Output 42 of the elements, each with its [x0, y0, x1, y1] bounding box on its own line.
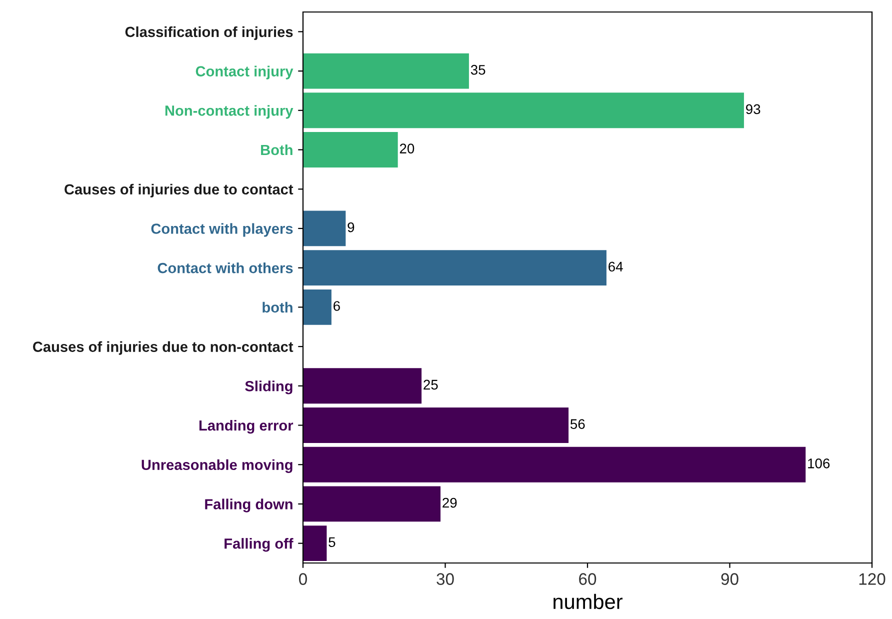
bar	[303, 408, 569, 443]
x-axis-title: number	[554, 594, 622, 610]
data-label: 35	[470, 64, 486, 75]
bar	[303, 289, 332, 325]
x-tick-label: 30	[436, 573, 454, 585]
data-label: 25	[424, 380, 438, 390]
bar	[303, 132, 398, 168]
data-label: 20	[400, 144, 414, 154]
bar	[303, 92, 744, 128]
y-tick-label: Falling down	[205, 498, 292, 512]
data-label: 29	[442, 498, 457, 508]
bar	[303, 250, 606, 286]
y-tick-label: Falling off	[224, 538, 294, 552]
bar	[303, 486, 441, 522]
data-label: 56	[570, 419, 585, 429]
x-tick-label: 90	[721, 573, 738, 585]
y-tick-label: Causes of injuries due to non-contact	[32, 341, 294, 355]
bar	[303, 53, 469, 89]
y-tick-label: Classification of injuries	[125, 26, 293, 40]
y-tick-label: Landing error	[199, 420, 294, 434]
data-label: 64	[608, 262, 623, 272]
data-label: 106	[808, 458, 830, 468]
data-label: 6	[334, 301, 340, 311]
bar	[303, 526, 327, 562]
y-tick-label: Non-contact injury	[165, 105, 294, 119]
data-label: 9	[348, 222, 354, 232]
y-tick-label: Sliding	[245, 380, 292, 394]
bar	[303, 210, 346, 246]
bar	[303, 446, 806, 482]
y-tick-label: Causes of injuries due to contact	[64, 184, 294, 198]
data-label: 93	[746, 104, 760, 114]
data-label: 5	[328, 537, 336, 548]
y-tick-label: both	[262, 302, 292, 313]
x-tick-label: 120	[859, 573, 886, 585]
y-tick-label: Contact injury	[196, 66, 294, 80]
y-tick-label: Contact with others	[158, 262, 293, 274]
y-tick-label: Both	[261, 144, 292, 156]
x-tick-label: 60	[579, 573, 596, 585]
y-tick-label: Unreasonable moving	[142, 459, 292, 473]
bar	[303, 368, 422, 404]
x-tick-label: 0	[299, 573, 307, 585]
y-tick-label: Contact with players	[151, 223, 293, 237]
